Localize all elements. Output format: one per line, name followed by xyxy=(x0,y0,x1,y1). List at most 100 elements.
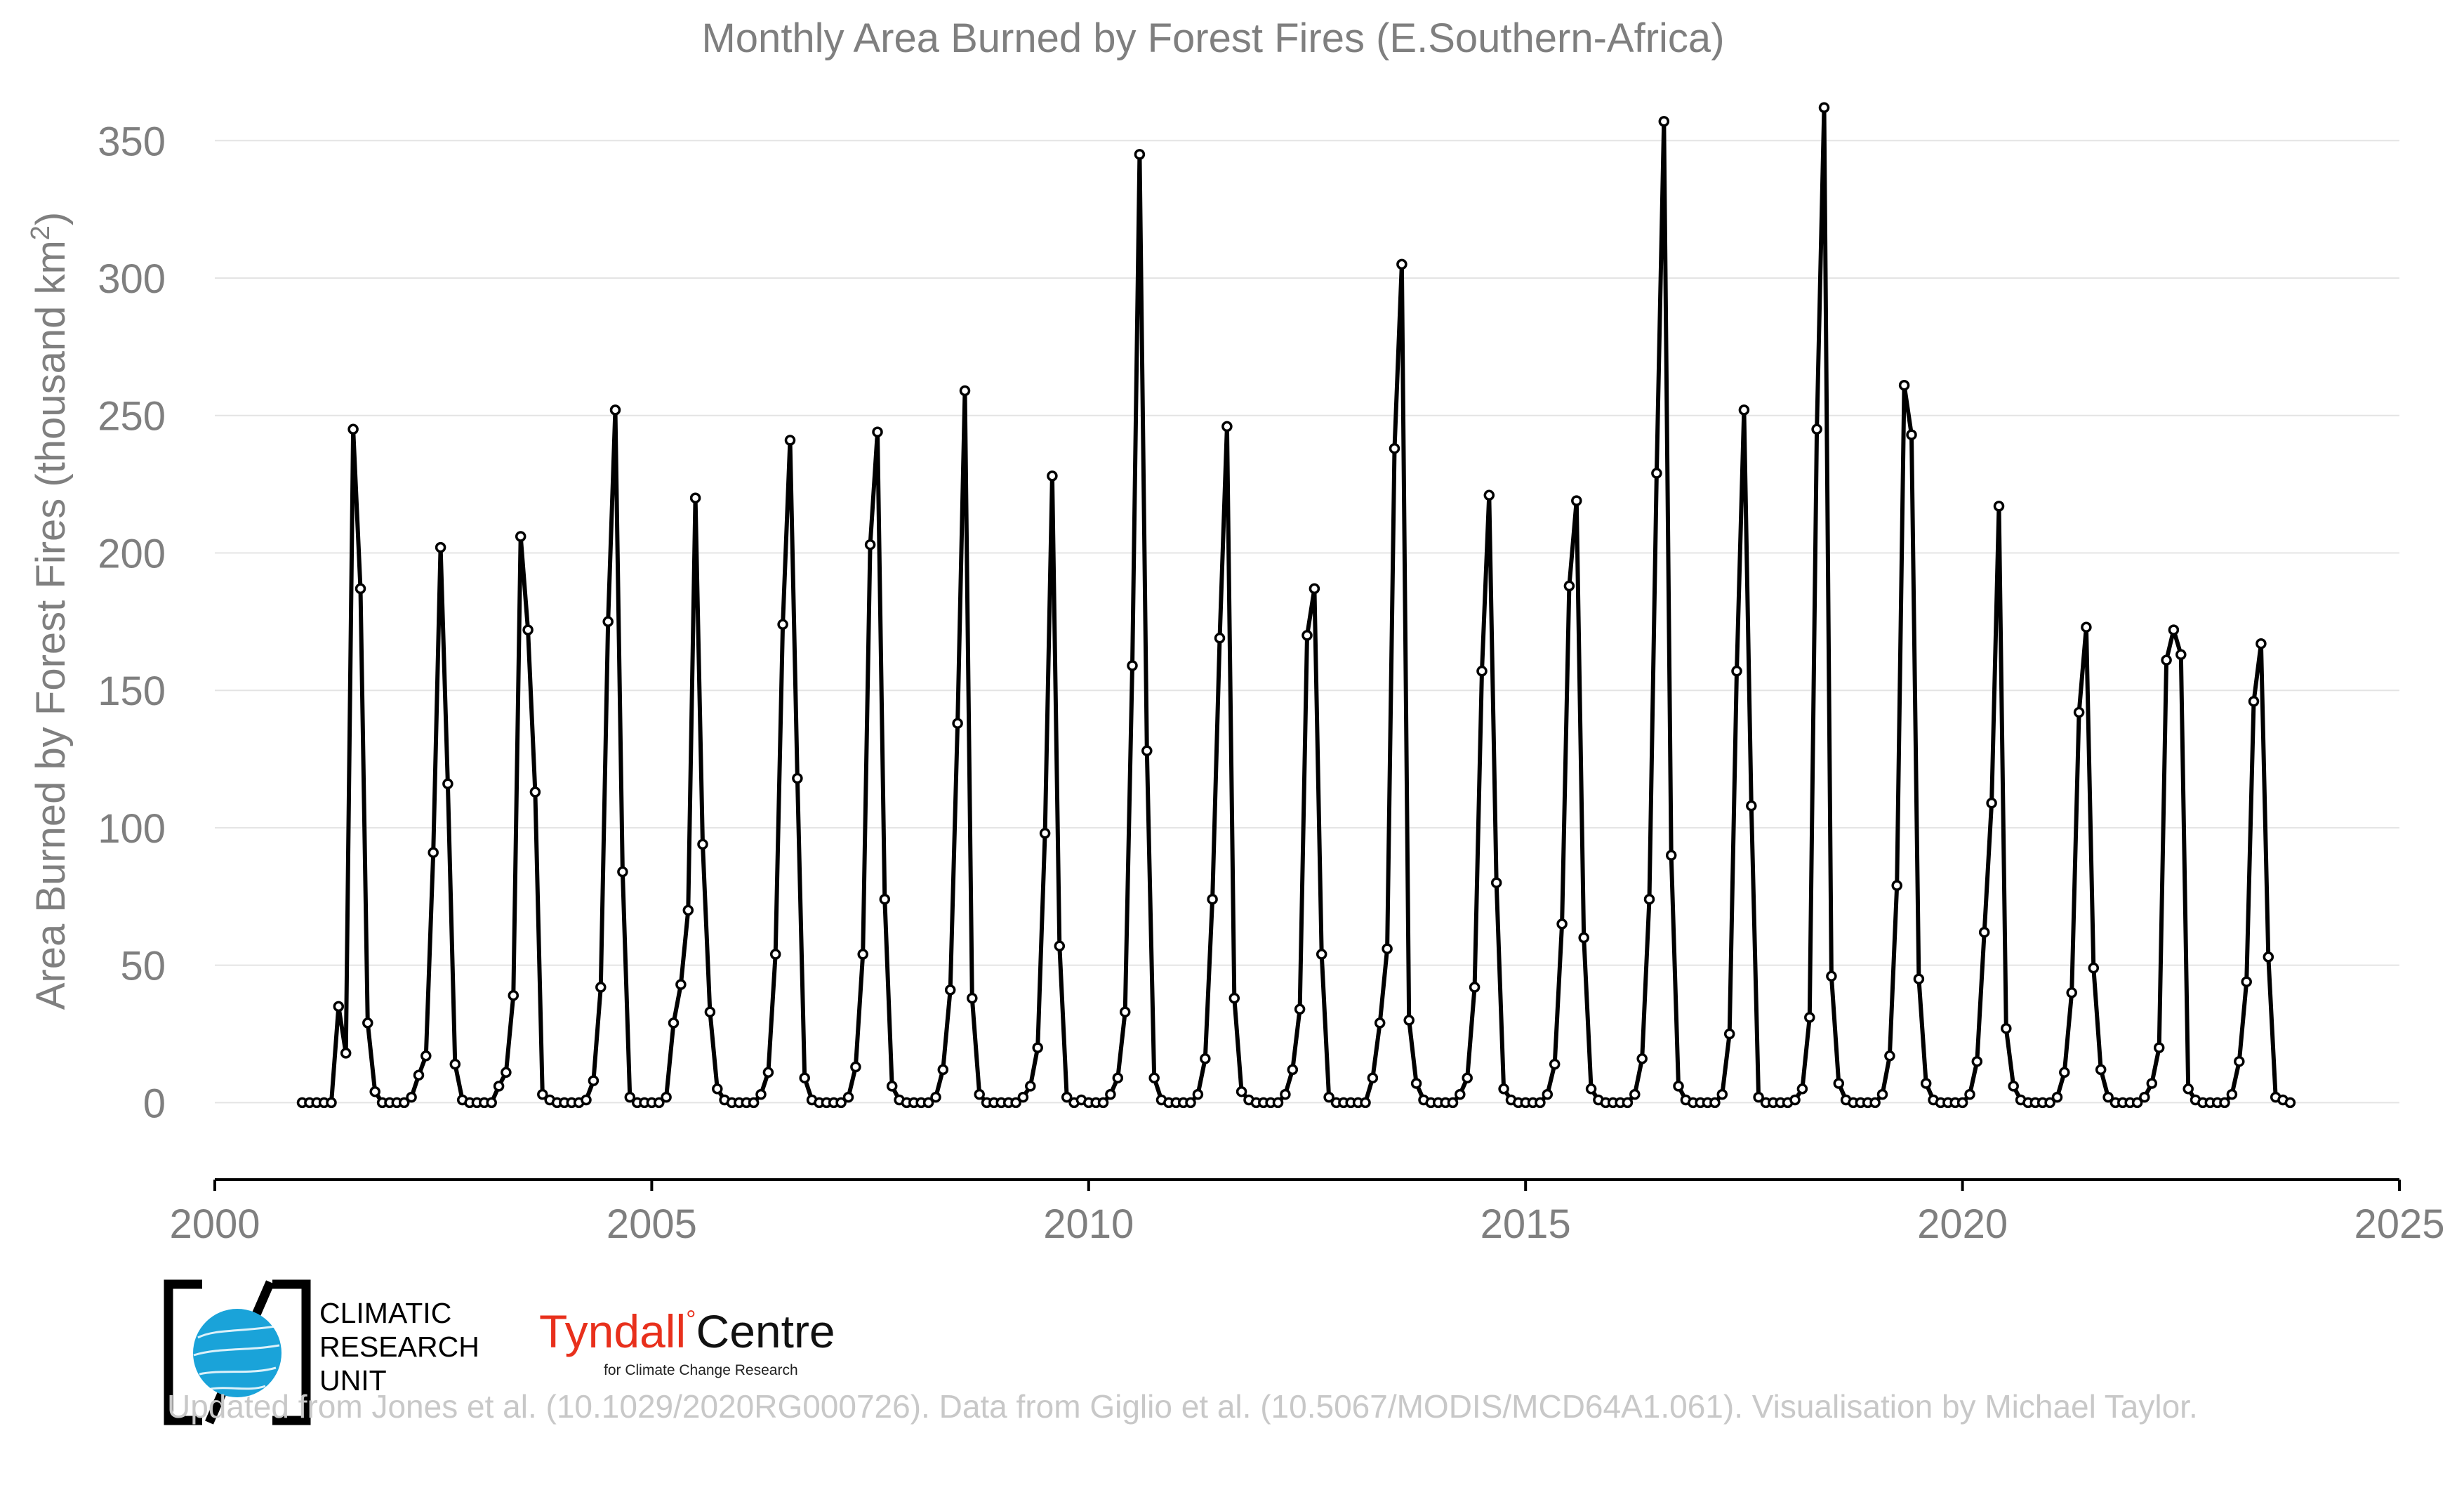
data-point xyxy=(1643,893,1655,905)
data-point xyxy=(1214,633,1226,644)
data-point xyxy=(617,866,628,878)
data-point xyxy=(712,1083,723,1095)
data-point xyxy=(1818,102,1830,114)
y-tick-label: 200 xyxy=(98,531,166,576)
tyndall-centre: Centre xyxy=(696,1305,835,1357)
data-point xyxy=(602,616,614,628)
data-point xyxy=(1403,1015,1415,1026)
series-line xyxy=(302,105,2291,1105)
y-tick-label: 300 xyxy=(98,256,166,302)
data-point xyxy=(1571,495,1582,506)
data-point xyxy=(967,992,978,1004)
tyndall-logo: Tyndall°Centre xyxy=(539,1305,835,1358)
data-point xyxy=(1556,918,1568,930)
data-point xyxy=(1054,940,1066,952)
data-point xyxy=(2081,621,2092,633)
data-point xyxy=(435,541,446,553)
data-point xyxy=(689,492,701,503)
grid-lines xyxy=(215,140,2399,1104)
data-point xyxy=(1811,423,1822,435)
data-point xyxy=(2088,962,2100,974)
data-point xyxy=(486,1097,497,1109)
data-point xyxy=(1396,258,1407,270)
data-point xyxy=(1301,630,1313,641)
data-point xyxy=(1673,1081,1684,1092)
data-point xyxy=(2139,1091,2150,1103)
data-point xyxy=(428,847,439,858)
data-point xyxy=(748,1097,760,1109)
cru-line-1: CLIMATIC xyxy=(319,1297,452,1329)
data-point xyxy=(675,979,687,990)
data-point xyxy=(420,1050,432,1062)
data-point xyxy=(2146,1078,2158,1089)
y-tick-label: 0 xyxy=(143,1081,166,1126)
data-point xyxy=(508,989,519,1001)
data-point xyxy=(1891,880,1902,891)
data-point xyxy=(2131,1097,2143,1109)
data-point xyxy=(2008,1081,2019,1092)
data-point xyxy=(1374,1017,1386,1029)
x-tick-label: 2010 xyxy=(1043,1201,1134,1247)
data-point xyxy=(1716,1088,1728,1100)
data-point xyxy=(1280,1088,1291,1100)
data-point xyxy=(2263,951,2274,963)
x-tick-label: 2005 xyxy=(607,1201,697,1247)
data-point xyxy=(1542,1088,1554,1100)
x-tick-label: 2025 xyxy=(2354,1201,2444,1247)
data-point xyxy=(442,778,453,790)
data-point xyxy=(347,423,359,435)
data-point xyxy=(1476,666,1488,677)
data-point xyxy=(1498,1083,1509,1095)
data-point xyxy=(1629,1088,1641,1100)
data-point xyxy=(922,1097,934,1109)
data-point xyxy=(835,1097,847,1109)
data-point xyxy=(406,1091,417,1103)
data-point xyxy=(624,1091,636,1103)
data-point xyxy=(1185,1097,1196,1109)
data-point xyxy=(609,404,621,416)
data-point xyxy=(668,1017,680,1029)
data-point xyxy=(792,772,803,784)
data-point xyxy=(755,1088,767,1100)
y-tick-label: 100 xyxy=(98,806,166,852)
data-point xyxy=(1490,877,1502,888)
data-point xyxy=(1709,1097,1721,1109)
data-point xyxy=(872,426,883,437)
data-point xyxy=(1447,1097,1459,1109)
data-point xyxy=(1585,1083,1597,1095)
data-point xyxy=(1746,800,1757,812)
data-point xyxy=(1228,992,1240,1004)
data-point xyxy=(1869,1097,1881,1109)
credit-text: Updated from Jones et al. (10.1029/2020R… xyxy=(167,1388,2198,1425)
data-point xyxy=(1127,660,1138,671)
chart-title: Monthly Area Burned by Forest Fires (E.S… xyxy=(701,15,1724,61)
data-point xyxy=(2219,1097,2230,1109)
y-axis-label-tail: ) xyxy=(28,212,74,225)
data-point xyxy=(1549,1058,1561,1070)
data-point xyxy=(2051,1091,2063,1103)
data-point xyxy=(1134,149,1146,160)
data-point xyxy=(2168,624,2180,635)
data-point xyxy=(2248,696,2260,707)
data-point xyxy=(2095,1064,2107,1076)
data-point xyxy=(697,838,708,850)
data-point xyxy=(1986,797,1997,809)
data-point xyxy=(1826,970,1837,982)
data-point xyxy=(850,1061,861,1073)
data-point xyxy=(2226,1088,2238,1100)
data-point xyxy=(581,1094,592,1106)
data-point xyxy=(944,984,956,996)
data-point xyxy=(1316,949,1327,960)
data-point xyxy=(1731,666,1742,677)
data-point xyxy=(1920,1078,1932,1089)
data-point xyxy=(777,619,788,631)
data-point xyxy=(1483,489,1495,501)
data-point xyxy=(1097,1097,1109,1109)
data-point xyxy=(1105,1088,1116,1100)
data-point xyxy=(501,1067,512,1079)
data-point xyxy=(537,1088,548,1100)
data-point xyxy=(1651,468,1662,479)
data-point xyxy=(1636,1053,1648,1064)
data-point xyxy=(879,893,891,905)
